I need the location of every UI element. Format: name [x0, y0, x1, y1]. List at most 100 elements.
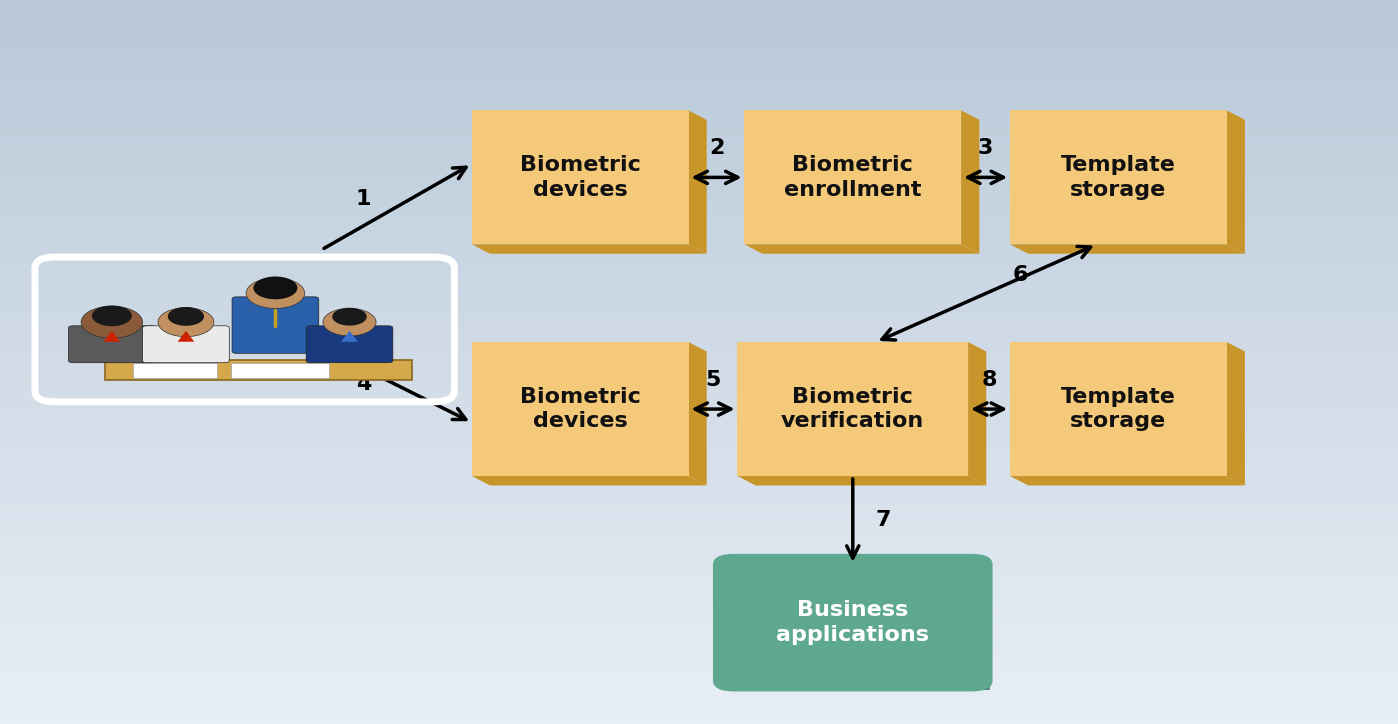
Circle shape	[168, 307, 204, 326]
Bar	[0, 315, 1398, 319]
Bar	[0, 250, 1398, 253]
Bar	[0, 340, 1398, 344]
Bar	[0, 478, 1398, 481]
Bar	[0, 25, 1398, 29]
Text: Template
storage: Template storage	[1061, 155, 1176, 200]
Circle shape	[333, 308, 366, 326]
Bar	[0, 203, 1398, 206]
Bar	[0, 576, 1398, 579]
Bar	[0, 655, 1398, 659]
Bar	[0, 521, 1398, 525]
Bar	[0, 329, 1398, 333]
Bar	[0, 18, 1398, 22]
Bar	[0, 438, 1398, 442]
Bar	[744, 111, 962, 245]
FancyBboxPatch shape	[232, 297, 319, 353]
Bar	[0, 387, 1398, 391]
Bar	[1009, 111, 1227, 245]
Text: 6: 6	[1012, 265, 1029, 285]
Text: 2: 2	[709, 138, 724, 159]
Bar	[0, 452, 1398, 456]
Circle shape	[92, 306, 131, 327]
Bar	[0, 326, 1398, 329]
Circle shape	[158, 308, 214, 337]
Bar	[0, 141, 1398, 145]
Bar	[0, 416, 1398, 420]
Bar	[0, 174, 1398, 177]
Bar	[0, 500, 1398, 503]
Bar	[0, 489, 1398, 492]
Bar	[0, 7, 1398, 11]
Bar	[0, 290, 1398, 293]
Bar	[0, 239, 1398, 243]
Bar	[0, 579, 1398, 583]
Circle shape	[253, 277, 298, 299]
Polygon shape	[744, 245, 979, 254]
Bar	[0, 710, 1398, 713]
Polygon shape	[341, 331, 358, 342]
Bar	[0, 188, 1398, 192]
Bar	[0, 333, 1398, 337]
Bar	[0, 474, 1398, 478]
Bar	[0, 699, 1398, 702]
Bar	[0, 652, 1398, 655]
Bar	[0, 116, 1398, 119]
Bar	[0, 456, 1398, 460]
Bar	[0, 36, 1398, 40]
Bar	[0, 510, 1398, 514]
FancyBboxPatch shape	[713, 554, 993, 691]
Bar	[0, 427, 1398, 431]
Bar	[0, 691, 1398, 695]
Bar	[0, 662, 1398, 666]
Bar	[0, 167, 1398, 170]
Bar	[0, 395, 1398, 398]
Bar	[0, 130, 1398, 134]
Bar	[0, 557, 1398, 561]
Bar	[0, 670, 1398, 673]
Bar	[0, 442, 1398, 445]
Bar	[1009, 342, 1227, 476]
Text: 3: 3	[979, 138, 993, 159]
Bar	[0, 156, 1398, 159]
Polygon shape	[178, 331, 194, 342]
Bar	[0, 409, 1398, 413]
Bar	[471, 342, 688, 476]
Bar	[0, 366, 1398, 369]
Bar	[0, 431, 1398, 434]
Bar	[738, 342, 967, 476]
Bar	[0, 58, 1398, 62]
Bar	[0, 105, 1398, 109]
Bar	[0, 98, 1398, 101]
Bar	[0, 586, 1398, 590]
Bar	[0, 572, 1398, 576]
Bar	[0, 619, 1398, 623]
Bar	[0, 565, 1398, 568]
Bar	[0, 543, 1398, 547]
Bar	[0, 286, 1398, 290]
Bar	[0, 445, 1398, 449]
Bar	[0, 4, 1398, 7]
Bar	[0, 373, 1398, 376]
Bar	[0, 47, 1398, 51]
Bar	[0, 590, 1398, 594]
Bar	[0, 525, 1398, 529]
Bar	[0, 275, 1398, 279]
Bar	[0, 337, 1398, 340]
Bar	[0, 644, 1398, 648]
Bar	[0, 51, 1398, 54]
Bar	[0, 351, 1398, 355]
Bar	[0, 243, 1398, 246]
Text: Biometric
verification: Biometric verification	[781, 387, 924, 432]
Bar	[0, 492, 1398, 496]
Bar	[0, 300, 1398, 304]
Bar	[231, 363, 329, 378]
Bar	[0, 612, 1398, 615]
Bar	[0, 29, 1398, 33]
Bar	[0, 181, 1398, 185]
Bar	[0, 112, 1398, 116]
Bar	[0, 561, 1398, 565]
Bar	[0, 568, 1398, 572]
Bar	[0, 257, 1398, 261]
Bar	[133, 363, 217, 378]
Bar	[0, 322, 1398, 326]
